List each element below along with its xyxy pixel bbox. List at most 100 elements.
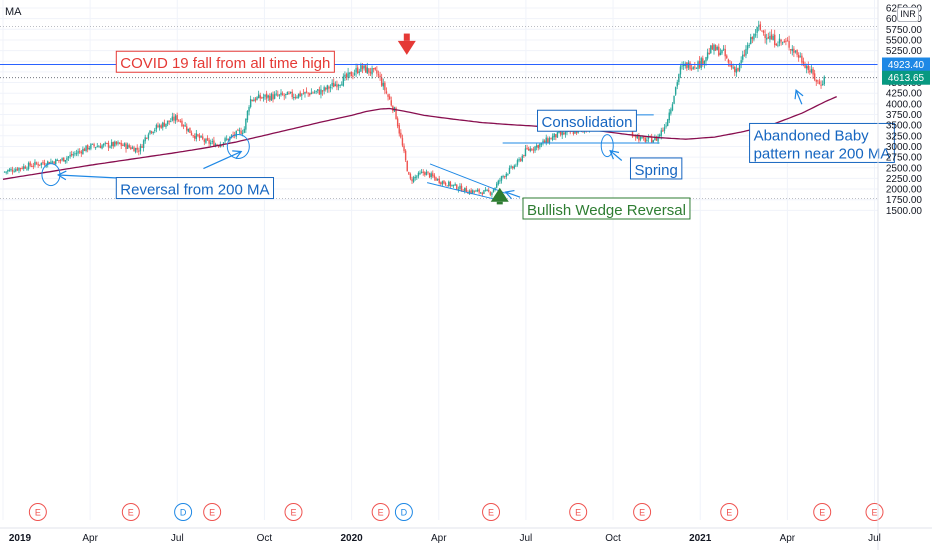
earnings-marker[interactable]: [121, 503, 140, 521]
y-tick-label: 4000.00: [886, 99, 923, 110]
candle-body: [511, 166, 514, 168]
y-tick-label: 3000.00: [886, 142, 923, 153]
candle-body: [64, 160, 67, 162]
candle-body: [213, 140, 215, 147]
candle-body: [77, 151, 79, 154]
candle-body: [56, 159, 59, 161]
candle-body: [109, 146, 111, 148]
candle-body: [150, 131, 153, 133]
reversal-arrow: [203, 151, 242, 170]
ma-200-line: [2, 96, 837, 180]
candle-body: [574, 130, 576, 134]
earnings-marker[interactable]: [865, 503, 884, 521]
candle-body: [305, 91, 308, 93]
covid-fall-label-text: COVID 19 fall from all time high: [120, 55, 330, 72]
candle-body: [149, 130, 151, 134]
candle-body: [401, 138, 404, 146]
earnings-marker[interactable]: [720, 503, 739, 521]
event-marker-label: E: [488, 508, 494, 518]
earnings-marker[interactable]: [28, 503, 47, 521]
candle-body: [88, 148, 90, 150]
earnings-marker[interactable]: [203, 503, 222, 521]
candle-body: [275, 93, 277, 95]
candle-body: [745, 49, 747, 56]
candle-body: [451, 184, 453, 186]
candle-body: [358, 71, 360, 73]
candle-body: [540, 142, 543, 145]
x-tick-label: Jul: [520, 533, 533, 544]
x-axis[interactable]: 2019 Apr Jul Oct 2020 Apr Jul Oct 2021 Apr Jul: [0, 527, 932, 544]
candle-body: [660, 130, 662, 136]
candle-body: [86, 145, 89, 150]
candle-body: [551, 136, 554, 140]
dividend-marker[interactable]: [174, 503, 193, 521]
candle-body: [452, 184, 455, 186]
earnings-marker[interactable]: [284, 503, 303, 521]
candle-body: [190, 132, 193, 136]
y-axis[interactable]: 1500.001750.002000.002250.002500.002750.…: [877, 0, 930, 550]
candle-body: [789, 49, 792, 51]
candle-body: [470, 190, 472, 193]
x-tick-label: Apr: [82, 533, 98, 544]
candle-body: [66, 157, 68, 161]
candle-body: [53, 161, 55, 164]
candle-body: [339, 84, 341, 86]
candle-body: [336, 84, 338, 88]
candle-body: [329, 86, 332, 88]
candle-body: [42, 162, 44, 164]
candle-body: [208, 139, 210, 144]
candle-body: [642, 136, 645, 139]
candle-body: [136, 147, 138, 150]
candle-body: [635, 135, 637, 138]
candle-body: [302, 93, 305, 95]
earnings-marker[interactable]: [482, 503, 501, 521]
candle-body: [542, 140, 544, 143]
candle-body: [796, 49, 798, 55]
earnings-marker[interactable]: [633, 503, 652, 521]
candle-body: [261, 97, 263, 99]
candle-body: [355, 68, 357, 73]
event-marker-label: E: [726, 508, 732, 518]
candle-body: [529, 148, 531, 152]
candle-body: [171, 116, 174, 121]
consolidation-label-box: [537, 109, 637, 132]
candle-body: [366, 67, 368, 74]
earnings-marker[interactable]: [371, 503, 390, 521]
indicator-label[interactable]: MA: [5, 6, 22, 18]
y-tick-label: 2750.00: [886, 153, 923, 164]
candle-body: [377, 74, 380, 76]
candle-body: [130, 147, 132, 150]
candle-body: [805, 66, 808, 69]
candle-body: [491, 192, 493, 195]
consolidation-label: Consolidation: [537, 109, 637, 132]
candle-body: [432, 173, 434, 177]
candle-body: [682, 64, 685, 66]
candle-body: [766, 38, 768, 40]
dividend-marker[interactable]: [394, 503, 413, 521]
candle-body: [724, 49, 726, 57]
event-marker-label: E: [209, 508, 215, 518]
candle-body: [772, 35, 774, 41]
event-marker-label: E: [819, 508, 825, 518]
candle-body: [23, 166, 25, 169]
candle-body: [644, 137, 646, 142]
candle-body: [289, 91, 292, 93]
candle-body: [727, 59, 730, 63]
y-tick-label: 1500.00: [886, 206, 923, 217]
candle-body: [72, 154, 75, 156]
candle-body: [310, 92, 313, 95]
earnings-marker[interactable]: [569, 503, 588, 521]
candle-body: [484, 189, 487, 191]
earnings-marker[interactable]: [813, 503, 832, 521]
candle-body: [775, 43, 778, 46]
candle-body: [550, 138, 552, 140]
candle-body: [448, 181, 450, 187]
currency-badge[interactable]: INR: [897, 7, 919, 22]
candle-body: [695, 67, 698, 69]
candle-body: [304, 91, 306, 94]
candle-body: [235, 130, 237, 137]
candle-body: [206, 138, 209, 141]
candle-body: [762, 30, 765, 33]
